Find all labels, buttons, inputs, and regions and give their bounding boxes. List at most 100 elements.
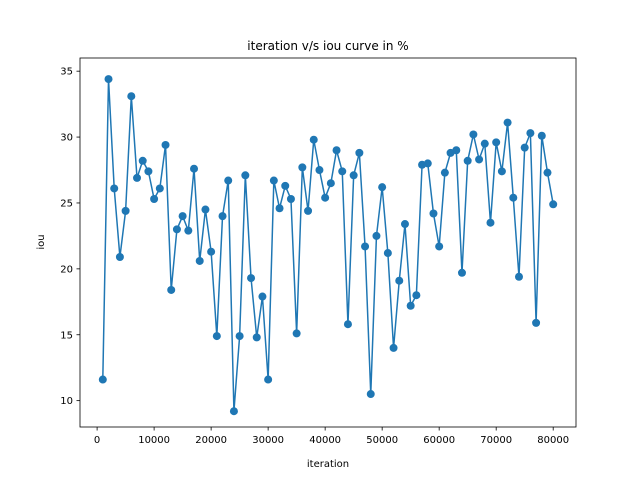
data-point (332, 146, 341, 155)
data-point (178, 212, 187, 221)
data-point (281, 181, 290, 190)
data-point (138, 156, 147, 165)
data-point (509, 193, 518, 202)
data-point (241, 171, 250, 180)
data-point (127, 92, 136, 101)
data-point (400, 220, 409, 229)
data-point (338, 167, 347, 176)
data-point (321, 193, 330, 202)
plot-area (98, 75, 558, 416)
x-axis-label: iteration (307, 459, 349, 470)
data-point (383, 249, 392, 258)
data-point (372, 231, 381, 240)
data-point (309, 135, 318, 144)
y-axis-label: iou (36, 234, 47, 249)
data-point (315, 166, 324, 175)
data-point (258, 292, 267, 301)
y-tick-label: 10 (60, 396, 73, 407)
data-point (195, 256, 204, 265)
data-point (207, 247, 216, 256)
data-point (212, 332, 221, 341)
data-point (503, 118, 512, 127)
data-point (264, 375, 273, 384)
y-tick-label: 20 (60, 264, 73, 275)
data-point (355, 148, 364, 157)
y-tick-label: 15 (60, 330, 73, 341)
x-tick-label: 10000 (138, 435, 170, 446)
data-point (406, 301, 415, 310)
data-point (218, 212, 227, 221)
data-point (537, 131, 546, 140)
data-point (286, 195, 295, 204)
data-point (161, 140, 170, 149)
x-tick-label: 60000 (423, 435, 455, 446)
x-tick-label: 20000 (195, 435, 227, 446)
data-point (115, 253, 124, 261)
data-point (98, 375, 107, 384)
data-point (298, 163, 307, 172)
data-point (469, 130, 478, 139)
data-point (150, 195, 159, 204)
data-point (229, 407, 238, 416)
data-point (366, 390, 375, 399)
x-axis-ticks: 0 10000 20000 30000 40000 50000 60000 70000 8000… (94, 427, 569, 446)
x-tick-label: 0 (94, 435, 100, 446)
data-point (252, 333, 261, 342)
data-point (155, 184, 164, 193)
x-tick-label: 70000 (480, 435, 512, 446)
data-point (492, 138, 501, 147)
data-point (304, 206, 313, 215)
data-point (514, 272, 523, 281)
data-point (457, 268, 466, 277)
data-point (224, 176, 233, 185)
data-point (543, 168, 552, 177)
data-point (440, 168, 449, 177)
data-point (463, 156, 472, 165)
data-point (520, 143, 529, 152)
data-point (475, 155, 484, 164)
axes-frame (79, 57, 577, 428)
chart-title: iteration v/s iou curve in % (247, 39, 408, 53)
x-tick-label: 80000 (537, 435, 569, 446)
data-point (412, 291, 421, 300)
data-point (269, 176, 278, 185)
y-tick-label: 35 (60, 67, 73, 78)
data-point (423, 159, 432, 168)
data-point (549, 200, 558, 209)
data-point (349, 171, 358, 180)
data-point (121, 206, 130, 215)
y-axis-ticks: 10 15 20 25 30 35 (60, 67, 80, 407)
data-point (184, 226, 193, 235)
data-point (110, 184, 119, 193)
x-tick-label: 30000 (252, 435, 284, 446)
data-point (144, 167, 153, 176)
data-point (480, 139, 489, 148)
data-markers (98, 75, 558, 416)
data-point (532, 318, 541, 327)
data-point (429, 209, 438, 218)
data-point (389, 343, 398, 352)
data-point (452, 146, 461, 155)
data-point (395, 276, 404, 285)
data-point (104, 75, 113, 84)
data-point (497, 167, 506, 176)
data-point (292, 329, 301, 338)
data-point (435, 242, 444, 251)
data-point (343, 320, 352, 329)
data-point (378, 183, 387, 192)
data-point (247, 274, 256, 283)
y-tick-label: 25 (60, 198, 73, 209)
data-point (526, 129, 535, 138)
data-point (326, 179, 335, 188)
data-point (235, 332, 244, 341)
x-tick-label: 50000 (366, 435, 398, 446)
data-point (133, 173, 142, 182)
x-tick-label: 40000 (309, 435, 341, 446)
data-point (167, 285, 176, 294)
data-point (275, 204, 284, 213)
data-point (172, 225, 181, 234)
data-point (361, 242, 370, 251)
data-point (190, 164, 199, 173)
